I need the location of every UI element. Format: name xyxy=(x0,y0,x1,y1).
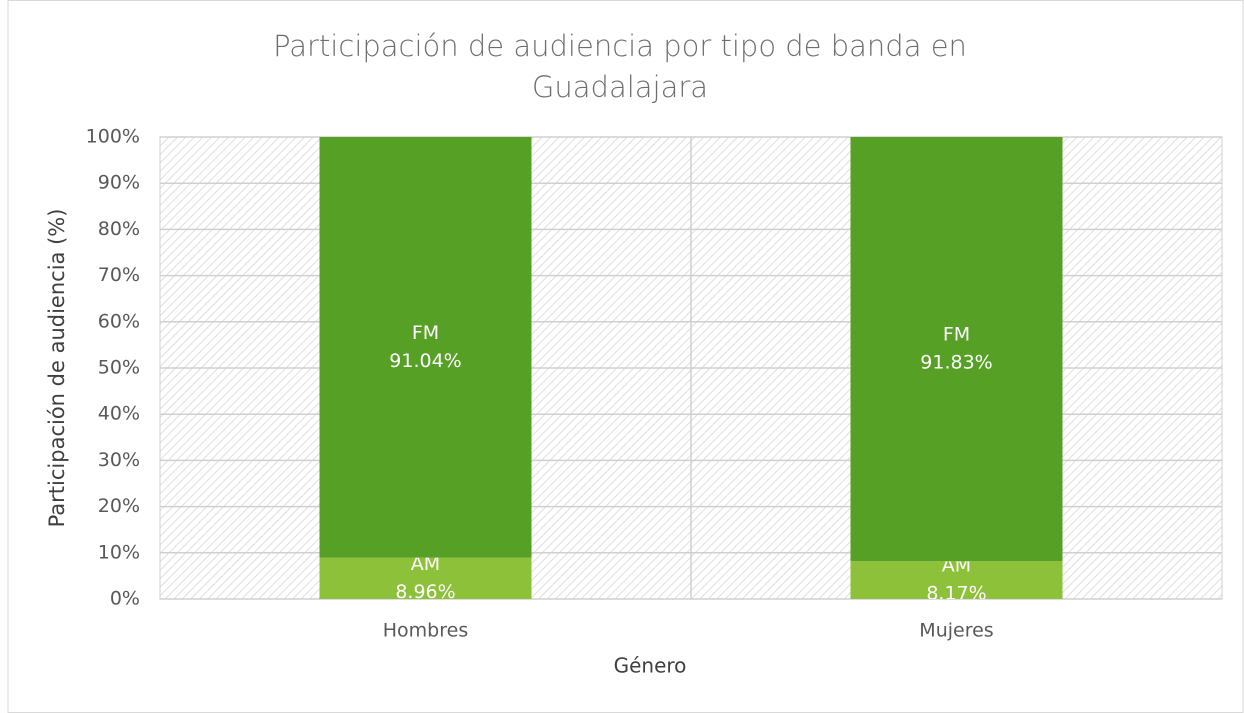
x-tick-label: Hombres xyxy=(383,620,468,642)
y-tick-label: 0% xyxy=(110,588,140,610)
data-label-value: 91.04% xyxy=(389,350,461,372)
y-tick-label: 20% xyxy=(98,495,140,517)
y-tick-label: 40% xyxy=(98,403,140,425)
y-tick-label: 30% xyxy=(98,449,140,471)
data-label-series: FM xyxy=(412,322,439,344)
bar-segment xyxy=(319,557,532,599)
data-label-value: 91.83% xyxy=(920,352,992,374)
chart-title: Participación de audiencia por tipo de b… xyxy=(273,29,967,104)
data-label-value: 8.17% xyxy=(926,583,986,605)
data-label-series: FM xyxy=(943,324,970,346)
bar-segment xyxy=(850,137,1063,562)
y-tick-label: 100% xyxy=(86,126,140,148)
bar-segment xyxy=(319,137,532,558)
y-tick-label: 60% xyxy=(98,310,140,332)
y-tick-label: 90% xyxy=(98,172,140,194)
y-tick-label: 80% xyxy=(98,218,140,240)
x-axis-label: Género xyxy=(614,654,687,678)
y-tick-label: 70% xyxy=(98,264,140,286)
y-tick-label: 10% xyxy=(98,541,140,563)
bar-segment xyxy=(850,561,1063,599)
y-tick-label: 50% xyxy=(98,357,140,379)
data-label-series: AM xyxy=(411,553,440,575)
data-label-value: 8.96% xyxy=(395,581,455,603)
y-axis-label: Participación de audiencia (%) xyxy=(45,209,69,528)
x-tick-label: Mujeres xyxy=(919,620,993,642)
